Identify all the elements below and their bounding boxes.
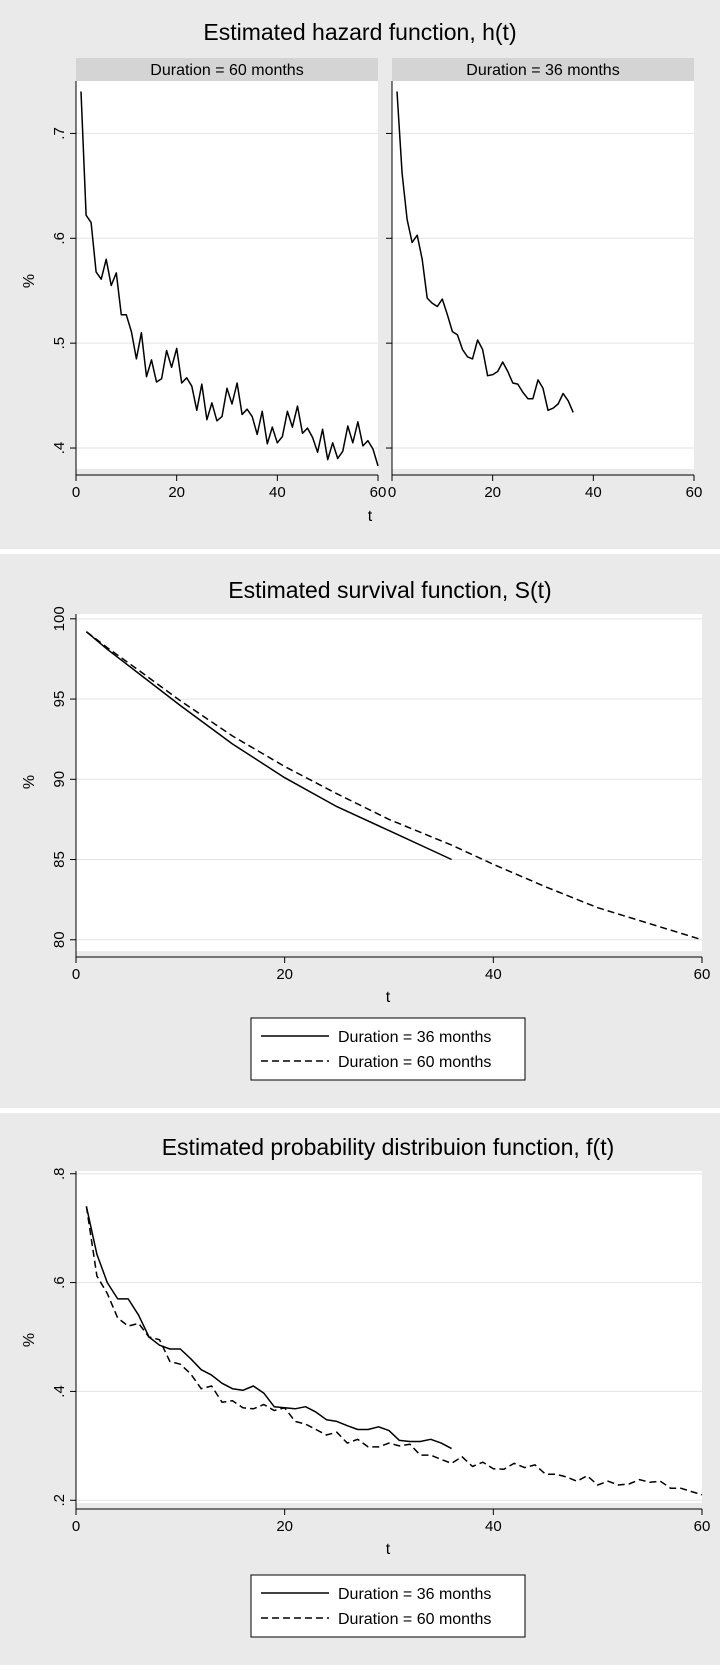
survival-plot-area [76, 614, 702, 951]
survival-y-tick-label: 95 [51, 691, 68, 708]
hazard-panel-2-series-line-1 [396, 91, 574, 413]
chart-divider [0, 549, 720, 554]
hazard-panel-1-y-tick-label: .6 [51, 232, 68, 245]
hazard-panel-2-plot-area [392, 81, 694, 469]
hazard-panel-1-x-tick-label: 20 [168, 484, 185, 501]
pdf-y-tick-label: .2 [51, 1494, 68, 1507]
hazard-panel-1-y-tick-label: .4 [51, 442, 68, 455]
hazard-panel-2-x-tick-label: 20 [484, 484, 501, 501]
hazard-panel-2-x-tick-label: 40 [585, 484, 602, 501]
hazard-x-axis-title: t [368, 508, 373, 525]
survival-series-line-2 [85, 631, 703, 941]
pdf-x-tick-label: 20 [276, 1518, 293, 1535]
pdf-y-tick-label: .8 [51, 1167, 68, 1180]
hazard-panel-1-y-tick-label: .7 [51, 127, 68, 140]
legend-entry-2: Duration = 60 months [338, 1054, 491, 1071]
hazard-panel-1-x-tick-label: 60 [370, 484, 387, 501]
legend-box-3 [250, 1574, 526, 1638]
hazard-panel-1-y-tick-label: .5 [51, 337, 68, 350]
survival-x-axis-title: t [386, 989, 391, 1006]
pdf-chart-title: Estimated probability distribuion functi… [162, 1134, 615, 1160]
legend-entry-1: Duration = 36 months [338, 1029, 491, 1046]
hazard-panel-1-series-line-1 [80, 91, 379, 467]
hazard-y-axis-title: % [21, 274, 38, 288]
panel-header-label-2: Duration = 36 months [466, 62, 619, 79]
panel-header-1 [76, 58, 378, 81]
survival-x-tick-label: 40 [485, 966, 502, 983]
pdf-x-tick-label: 40 [485, 1518, 502, 1535]
panel-header-2 [392, 58, 694, 81]
pdf-series-line-1 [85, 1206, 452, 1450]
survival-x-tick-label: 0 [72, 966, 80, 983]
legend-entry-1: Duration = 36 months [338, 1586, 491, 1603]
pdf-y-tick-label: .4 [51, 1385, 68, 1398]
survival-x-tick-label: 20 [276, 966, 293, 983]
hazard-chart-title: Estimated hazard function, h(t) [203, 19, 516, 45]
survival-chart-title: Estimated survival function, S(t) [228, 577, 551, 603]
chart-divider [0, 1108, 720, 1113]
survival-y-axis-title: % [21, 775, 38, 789]
pdf-y-tick-label: .6 [51, 1276, 68, 1289]
survival-y-tick-label: 100 [51, 606, 68, 631]
pdf-series-line-2 [85, 1206, 703, 1496]
hazard-panel-1-x-tick-label: 40 [269, 484, 286, 501]
pdf-y-axis-title: % [21, 1333, 38, 1347]
legend-entry-2: Duration = 60 months [338, 1611, 491, 1628]
survival-y-tick-label: 80 [51, 931, 68, 948]
survival-x-tick-label: 60 [694, 966, 711, 983]
panel-header-label-1: Duration = 60 months [150, 62, 303, 79]
survival-series-line-1 [85, 631, 452, 861]
hazard-panel-2-x-tick-label: 0 [388, 484, 396, 501]
legend-box-2 [250, 1017, 526, 1081]
pdf-x-tick-label: 0 [72, 1518, 80, 1535]
survival-y-tick-label: 90 [51, 771, 68, 788]
survival-y-tick-label: 85 [51, 851, 68, 868]
pdf-x-tick-label: 60 [694, 1518, 711, 1535]
hazard-panel-1-plot-area [76, 81, 378, 469]
pdf-plot-area [76, 1171, 702, 1503]
pdf-x-axis-title: t [386, 1541, 391, 1558]
hazard-panel-1-x-tick-label: 0 [72, 484, 80, 501]
hazard-panel-2-x-tick-label: 60 [686, 484, 703, 501]
